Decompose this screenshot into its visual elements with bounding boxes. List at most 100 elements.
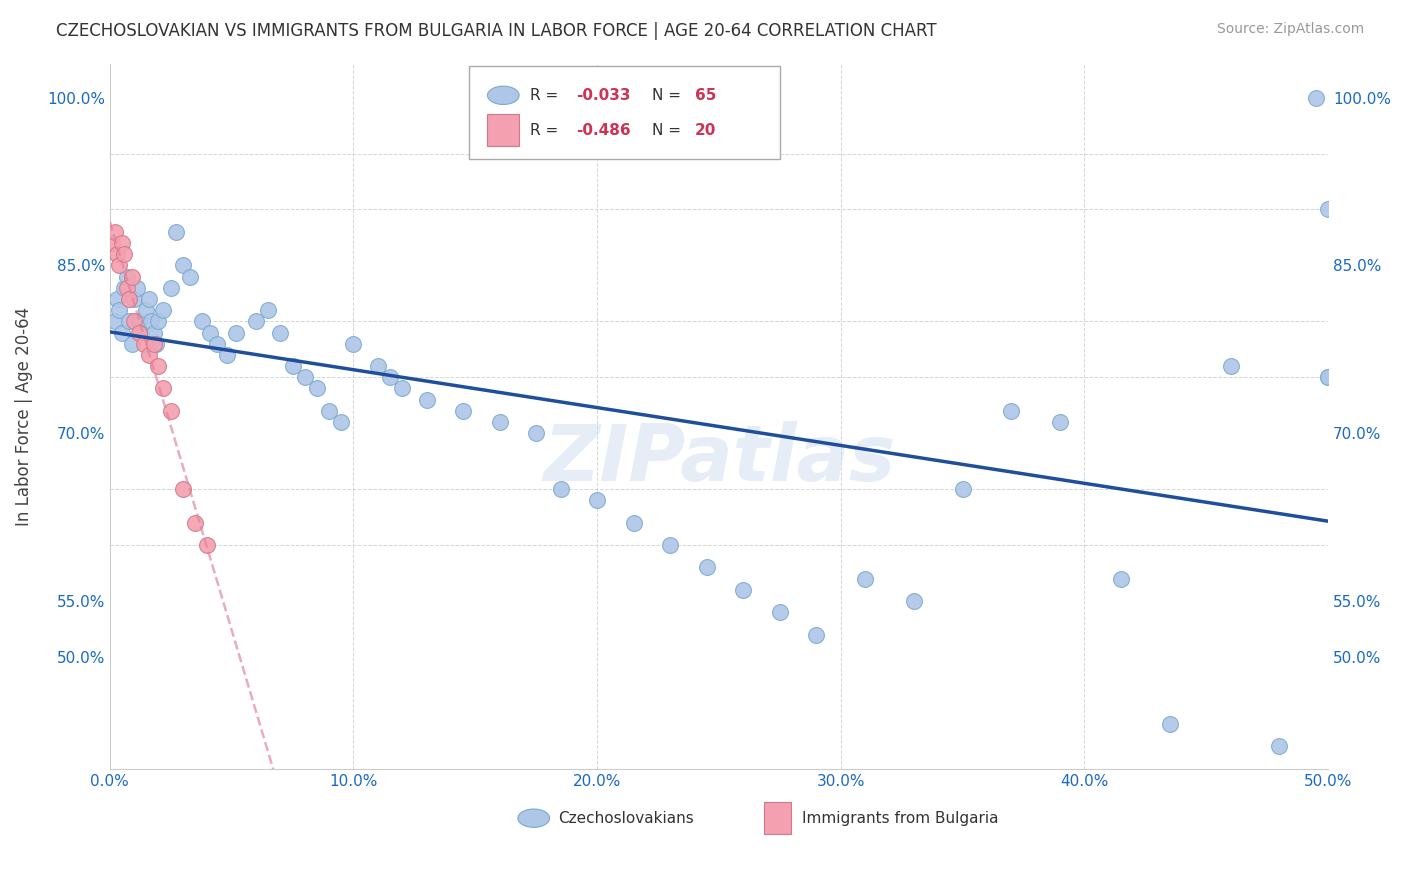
Text: Immigrants from Bulgaria: Immigrants from Bulgaria: [801, 811, 998, 826]
Point: [1219, 359, 1241, 373]
Point: [215, 348, 238, 362]
Point: [142, 326, 165, 340]
Point: [132, 336, 155, 351]
Point: [318, 404, 340, 418]
Point: [806, 627, 828, 641]
Point: [108, 259, 131, 273]
Text: N =: N =: [652, 87, 686, 103]
Point: [142, 336, 165, 351]
Point: [184, 516, 207, 530]
Text: ZIPatlas: ZIPatlas: [543, 421, 896, 497]
Point: [122, 314, 145, 328]
Point: [245, 314, 267, 328]
Text: CZECHOSLOVAKIAN VS IMMIGRANTS FROM BULGARIA IN LABOR FORCE | AGE 20-64 CORRELATI: CZECHOSLOVAKIAN VS IMMIGRANTS FROM BULGA…: [56, 22, 936, 40]
Point: [152, 303, 174, 318]
Point: [415, 392, 437, 407]
Point: [225, 326, 247, 340]
Point: [198, 326, 221, 340]
Text: -0.486: -0.486: [576, 122, 631, 137]
Point: [118, 292, 141, 306]
Point: [342, 336, 364, 351]
Point: [281, 359, 304, 373]
Point: [1305, 90, 1327, 104]
Point: [294, 370, 316, 384]
Point: [135, 303, 157, 318]
Point: [1317, 370, 1340, 384]
Point: [195, 538, 218, 552]
Point: [125, 281, 148, 295]
Point: [121, 269, 143, 284]
Point: [903, 594, 925, 608]
Point: [451, 404, 474, 418]
Circle shape: [517, 809, 550, 828]
Text: Source: ZipAtlas.com: Source: ZipAtlas.com: [1216, 22, 1364, 37]
Point: [1049, 415, 1071, 429]
Point: [257, 303, 280, 318]
Point: [138, 348, 160, 362]
Point: [853, 572, 876, 586]
Point: [115, 281, 138, 295]
Point: [112, 247, 135, 261]
Point: [269, 326, 291, 340]
Point: [696, 560, 718, 574]
Text: N =: N =: [652, 122, 686, 137]
Point: [769, 605, 792, 619]
Point: [152, 382, 174, 396]
Text: R =: R =: [530, 87, 564, 103]
Point: [111, 326, 134, 340]
FancyBboxPatch shape: [470, 66, 780, 159]
Point: [122, 292, 145, 306]
Point: [118, 314, 141, 328]
Point: [101, 235, 124, 250]
Point: [1317, 202, 1340, 217]
Point: [159, 281, 181, 295]
Text: -0.033: -0.033: [576, 87, 631, 103]
Point: [172, 259, 194, 273]
Point: [128, 326, 150, 340]
Point: [131, 326, 153, 340]
Point: [550, 482, 572, 496]
Text: 20: 20: [695, 122, 716, 137]
Point: [1109, 572, 1132, 586]
Point: [108, 303, 131, 318]
Point: [586, 493, 609, 508]
Point: [488, 415, 510, 429]
Point: [104, 225, 127, 239]
Text: 65: 65: [695, 87, 716, 103]
Circle shape: [488, 87, 519, 104]
Point: [159, 404, 181, 418]
Point: [104, 314, 127, 328]
Point: [112, 281, 135, 295]
Point: [1317, 370, 1340, 384]
Point: [148, 314, 170, 328]
Point: [115, 269, 138, 284]
Point: [623, 516, 645, 530]
Point: [111, 235, 134, 250]
Point: [733, 582, 755, 597]
Point: [524, 426, 547, 441]
Text: R =: R =: [530, 122, 564, 137]
Point: [330, 415, 353, 429]
FancyBboxPatch shape: [763, 802, 790, 834]
Point: [128, 314, 150, 328]
Point: [121, 336, 143, 351]
FancyBboxPatch shape: [488, 114, 519, 146]
Point: [1159, 717, 1181, 731]
Point: [378, 370, 401, 384]
Point: [659, 538, 682, 552]
Point: [205, 336, 228, 351]
Point: [145, 336, 167, 351]
Point: [141, 314, 163, 328]
Point: [191, 314, 214, 328]
Point: [165, 225, 187, 239]
Point: [1000, 404, 1022, 418]
Point: [179, 269, 201, 284]
Point: [105, 292, 128, 306]
Point: [105, 247, 128, 261]
Point: [952, 482, 974, 496]
Point: [305, 382, 328, 396]
Point: [172, 482, 194, 496]
Point: [148, 359, 170, 373]
Point: [138, 292, 160, 306]
Y-axis label: In Labor Force | Age 20-64: In Labor Force | Age 20-64: [15, 307, 32, 526]
